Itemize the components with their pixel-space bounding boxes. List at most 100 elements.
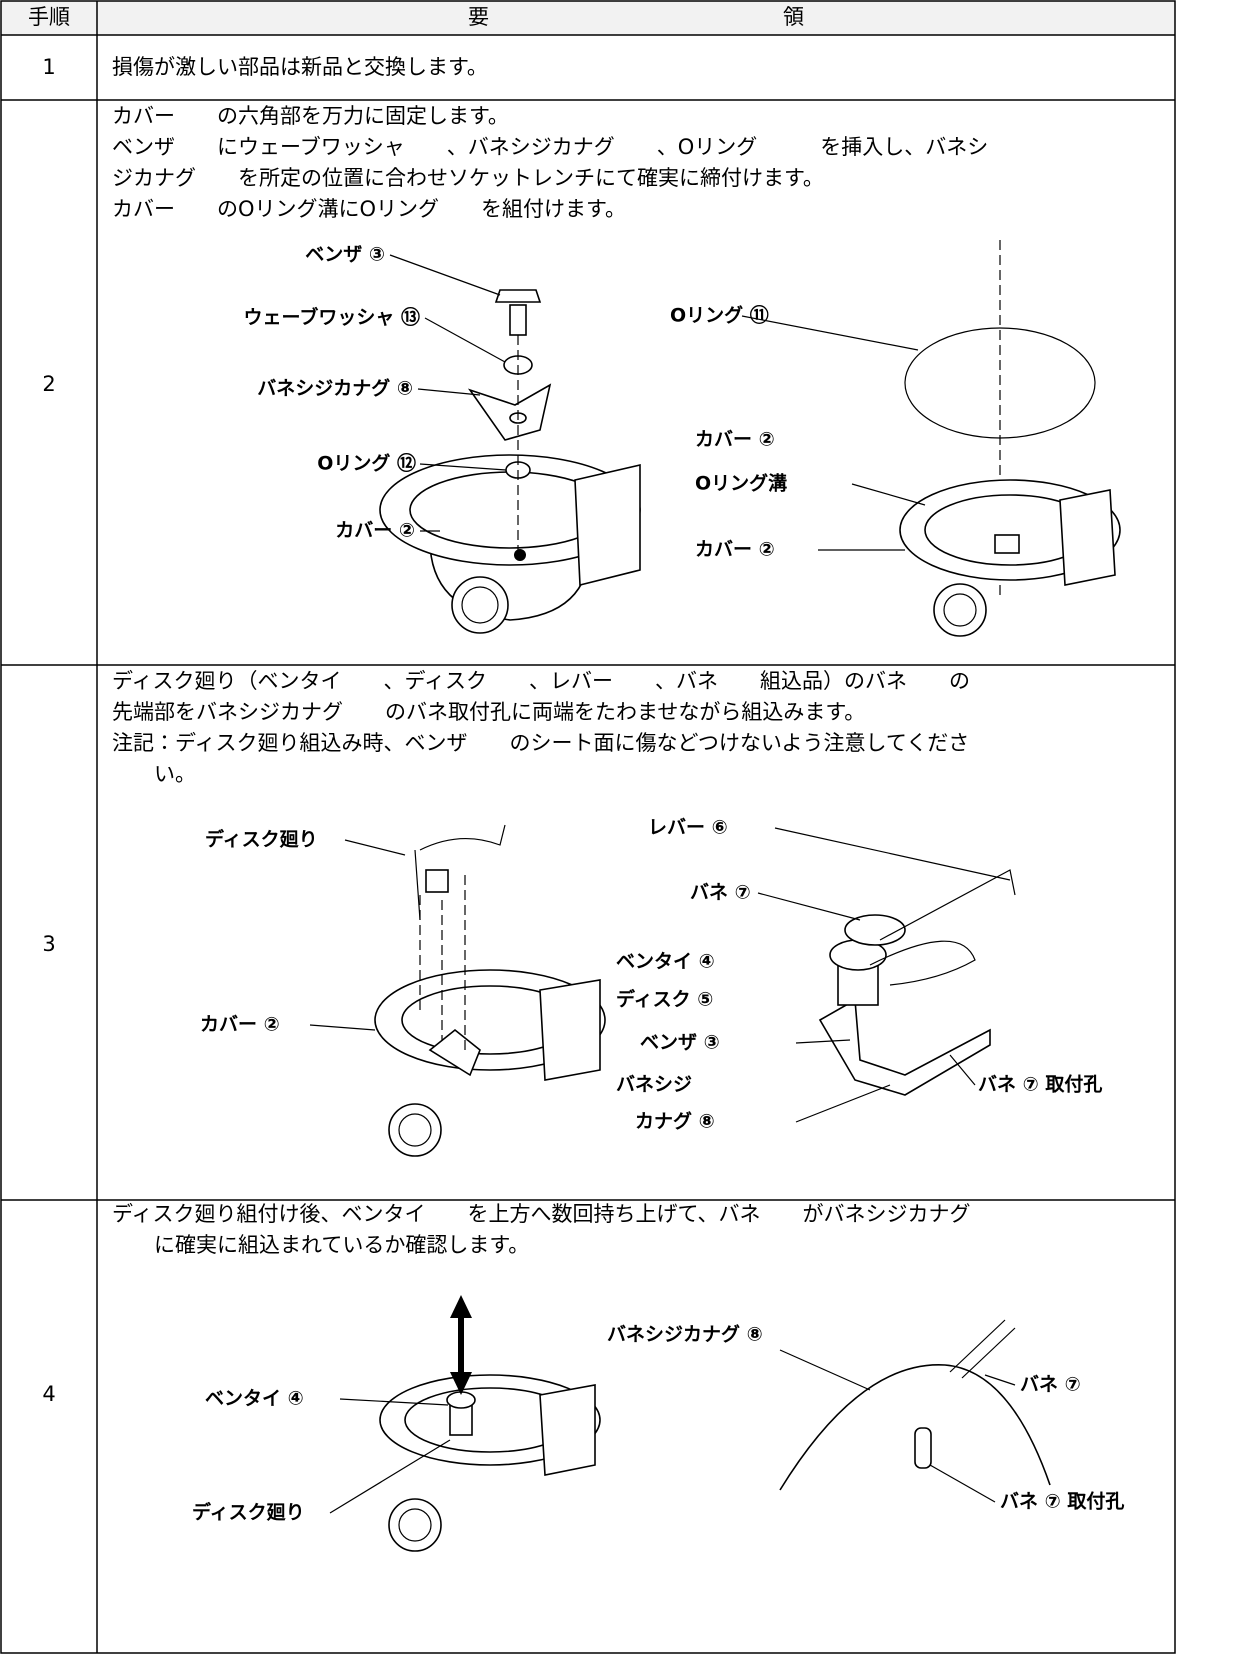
shape [461, 586, 499, 624]
shape [514, 549, 526, 561]
shape [449, 1404, 473, 1436]
figure-disc-install [309, 824, 606, 1157]
line [417, 388, 481, 396]
figure-label: バネ ⑦ 取付孔 [1000, 1490, 1124, 1513]
step-number: 4 [42, 1382, 55, 1406]
figure-label: ディスク廻り [192, 1501, 305, 1524]
instruction-line: ベンザ にウェーブワッシャ 、バネシジカナグ 、Oリング を挿入し、バネシ [112, 135, 988, 159]
line [757, 892, 861, 921]
figure-label: カバー ② [335, 520, 415, 542]
shape [539, 1384, 596, 1476]
shape [994, 534, 1020, 554]
figure-label: ディスク廻り [205, 828, 318, 851]
figure-label: カバー ② [695, 429, 775, 451]
instruction-line: ジカナグ を所定の位置に合わせソケットレンチにて確実に締付けます。 [112, 166, 824, 190]
figure-label: バネシジカナグ ⑧ [607, 1323, 763, 1346]
line [389, 254, 501, 296]
figure-label: バネシジカナグ ⑧ [257, 377, 413, 400]
figure-label: Oリング ⑫ [317, 452, 416, 475]
figure-label: ベンタイ ④ [205, 1388, 304, 1410]
step-number: 1 [42, 55, 55, 79]
instruction-line: に確実に組込まれているか確認します。 [112, 1233, 529, 1257]
line [949, 1319, 1006, 1373]
instruction-line: 先端部をバネシジカナグ のバネ取付孔に両端をたわませながら組込みます。 [112, 700, 865, 724]
step-number: 3 [42, 932, 55, 956]
line [741, 315, 919, 351]
shape [1059, 489, 1116, 586]
line [344, 839, 406, 856]
shape [451, 576, 509, 634]
shape [0, 0, 1176, 1654]
figure-label: ベンタイ ④ [616, 951, 715, 973]
step-number: 2 [42, 372, 55, 396]
figure-cover-assembly [379, 254, 641, 634]
shape [844, 914, 906, 946]
shape [879, 869, 1016, 941]
line [309, 1024, 376, 1031]
line [795, 1039, 851, 1044]
instruction-line: い。 [112, 762, 196, 786]
instruction-line: ディスク廻り（ベンタイ 、ディスク 、レバー 、バネ 組込品）のバネ の [112, 669, 970, 693]
header-procedure: 要 領 [468, 5, 804, 29]
line [795, 1084, 891, 1123]
instruction-line: ディスク廻り組付け後、ベンタイ を上方へ数回持ち上げて、バネ がバネシジカナグ [112, 1202, 970, 1226]
figure-label: バネ ⑦ [690, 882, 751, 904]
line [419, 463, 507, 471]
shape [414, 824, 506, 921]
line [949, 1054, 976, 1086]
shape [914, 1427, 932, 1469]
shape [943, 593, 977, 627]
figure-label: カバー ② [695, 539, 775, 561]
shape [818, 998, 991, 1096]
instruction-line: カバー のOリング溝にOリング を組付けます。 [112, 197, 626, 221]
line [774, 827, 1011, 881]
figure-label: ベンザ ③ [640, 1032, 720, 1054]
shape [933, 583, 987, 637]
shape [539, 979, 601, 1081]
figure-oring-assembly [741, 240, 1121, 637]
instruction-line: 損傷が激しい部品は新品と交換します。 [112, 55, 488, 79]
shape [869, 940, 976, 986]
figure-spring-hole [779, 1319, 1051, 1503]
figure-lift-check [329, 1295, 601, 1552]
figure-label: バネシジ [616, 1074, 692, 1096]
line [984, 1374, 1016, 1386]
figure-label: バネ ⑦ 取付孔 [978, 1073, 1102, 1096]
figure-label: カナグ ⑧ [635, 1110, 715, 1133]
instruction-line: 注記：ディスク廻り組込み時、ベンザ のシート面に傷などつけないよう注意してくださ [112, 731, 969, 755]
shape [388, 1103, 442, 1157]
line [779, 1349, 871, 1391]
figure-label: バネ ⑦ [1020, 1374, 1081, 1396]
figure-label: ディスク ⑤ [616, 988, 713, 1011]
figure-label: Oリング ⑪ [670, 304, 769, 327]
shape [398, 1508, 432, 1542]
shape [779, 1364, 1051, 1491]
instruction-line: カバー の六角部を万力に固定します。 [112, 104, 509, 128]
shape [398, 1113, 432, 1147]
figure-disc-detail [757, 827, 1016, 1123]
line [851, 483, 926, 506]
line [329, 1439, 451, 1514]
shape [467, 383, 552, 441]
shape [428, 1028, 481, 1077]
figure-label: レバー ⑥ [648, 817, 728, 839]
shape [509, 304, 527, 336]
line [424, 317, 506, 363]
figure-label: カバー ② [200, 1014, 280, 1036]
figure-label: Oリング溝 [695, 472, 787, 495]
shape [494, 289, 542, 303]
line [339, 1398, 449, 1406]
line [961, 1327, 1016, 1379]
figure-label: ウェーブワッシャ ⑬ [244, 306, 420, 329]
shape [1, 1, 1175, 35]
shape [388, 1498, 442, 1552]
line [929, 1464, 996, 1503]
shape [450, 1295, 472, 1318]
header-step: 手順 [28, 5, 70, 29]
figure-label: ベンザ ③ [305, 244, 385, 266]
shape [425, 869, 449, 893]
